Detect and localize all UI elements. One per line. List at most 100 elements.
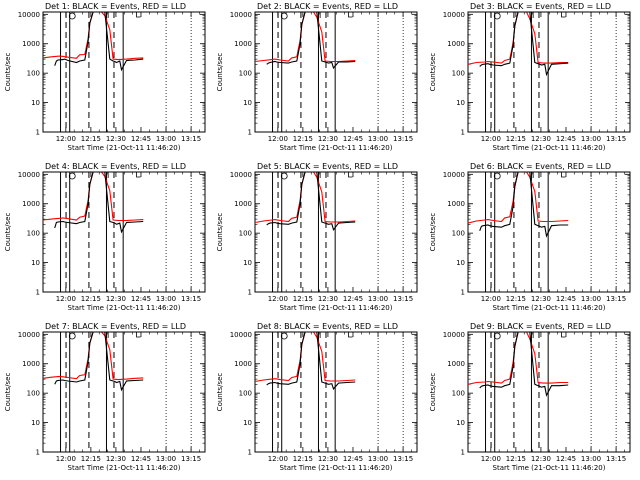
series-line-events xyxy=(479,332,569,397)
x-tick-label: 12:00 xyxy=(481,295,501,303)
y-tick-label: 1000 xyxy=(22,40,40,48)
y-tick-label: 1 xyxy=(461,289,465,297)
x-tick-label: 13:15 xyxy=(606,455,626,463)
y-tick-label: 1 xyxy=(248,289,252,297)
plot-frame xyxy=(254,11,418,133)
y-tick-label: 10 xyxy=(456,259,465,267)
x-tick-label: 12:45 xyxy=(131,295,151,303)
series-line-lld xyxy=(255,332,356,383)
y-tick-label: 100 xyxy=(27,230,40,238)
top-edge-marker xyxy=(107,12,141,18)
x-tick-label: 12:30 xyxy=(531,455,551,463)
y-tick-label: 10 xyxy=(31,259,40,267)
circle-marker-icon xyxy=(68,12,76,20)
x-tick-label: 12:15 xyxy=(81,295,101,303)
chart-panel-4: Det 4: BLACK = Events, RED = LLD 1 10 100 10… xyxy=(4,162,206,312)
top-edge-marker xyxy=(107,332,141,338)
chart-panel-5: Det 5: BLACK = Events, RED = LLD 1 10 100 10… xyxy=(216,162,418,312)
plot-area xyxy=(468,332,617,452)
plot-area xyxy=(255,172,404,292)
plot-frame xyxy=(467,11,631,133)
chart-title: Det 2: BLACK = Events, RED = LLD xyxy=(257,2,398,11)
chart-panel-6: Det 6: BLACK = Events, RED = LLD 1 10 100 10… xyxy=(429,162,631,312)
series-line-events xyxy=(479,172,569,238)
y-tick-label: 1000 xyxy=(447,200,465,208)
series-line-events xyxy=(479,12,569,77)
chart-panel-2: Det 2: BLACK = Events, RED = LLD 1 10 100 10… xyxy=(216,2,418,152)
y-tick-label: 10 xyxy=(456,99,465,107)
x-axis-label: Start Time (21-Oct-11 11:46:20) xyxy=(493,304,606,312)
y-tick-label: 10000 xyxy=(18,11,40,19)
x-tick-label: 12:45 xyxy=(556,455,576,463)
circle-marker-icon xyxy=(280,12,288,20)
circle-marker-icon xyxy=(280,332,288,340)
x-tick-label: 13:15 xyxy=(393,455,413,463)
top-edge-marker xyxy=(107,172,141,178)
y-tick-label: 1 xyxy=(248,129,252,137)
y-tick-label: 10 xyxy=(243,99,252,107)
x-tick-label: 12:30 xyxy=(318,295,338,303)
x-tick-label: 12:00 xyxy=(268,135,288,143)
x-tick-label: 12:30 xyxy=(318,455,338,463)
x-tick-label: 12:15 xyxy=(506,295,526,303)
y-tick-label: 100 xyxy=(239,70,252,78)
x-tick-label: 13:00 xyxy=(368,135,388,143)
x-tick-label: 12:00 xyxy=(268,295,288,303)
series-line-lld xyxy=(255,172,356,224)
chart-title: Det 8: BLACK = Events, RED = LLD xyxy=(257,322,398,331)
x-tick-label: 13:00 xyxy=(156,295,176,303)
y-tick-label: 1000 xyxy=(234,200,252,208)
plot-area xyxy=(255,12,404,132)
y-tick-label: 10000 xyxy=(443,11,465,19)
plot-frame xyxy=(42,11,206,133)
x-tick-label: 12:15 xyxy=(81,455,101,463)
y-tick-label: 10000 xyxy=(230,11,252,19)
x-tick-label: 12:45 xyxy=(343,295,363,303)
y-axis-label: Counts/sec xyxy=(216,53,224,92)
top-edge-marker xyxy=(319,332,353,338)
x-tick-label: 12:45 xyxy=(343,135,363,143)
x-tick-label: 13:00 xyxy=(368,455,388,463)
x-tick-label: 12:00 xyxy=(56,135,76,143)
plot-frame xyxy=(467,331,631,453)
y-tick-label: 1 xyxy=(461,449,465,457)
chart-panel-1: Det 1: BLACK = Events, RED = LLD 1 10 100 10… xyxy=(4,2,206,152)
x-tick-label: 12:15 xyxy=(506,135,526,143)
circle-marker-icon xyxy=(493,12,501,20)
x-tick-label: 13:15 xyxy=(393,135,413,143)
y-axis-label: Counts/sec xyxy=(216,373,224,412)
top-edge-marker xyxy=(532,332,566,338)
chart-title: Det 7: BLACK = Events, RED = LLD xyxy=(45,322,186,331)
x-tick-label: 13:00 xyxy=(368,295,388,303)
y-tick-label: 1000 xyxy=(22,360,40,368)
plot-frame xyxy=(254,331,418,453)
x-tick-label: 13:15 xyxy=(606,295,626,303)
y-tick-label: 10 xyxy=(243,419,252,427)
chart-title: Det 5: BLACK = Events, RED = LLD xyxy=(257,162,398,171)
y-tick-label: 100 xyxy=(27,390,40,398)
y-tick-label: 10 xyxy=(31,419,40,427)
y-tick-label: 100 xyxy=(27,70,40,78)
y-tick-label: 1000 xyxy=(447,40,465,48)
x-tick-label: 12:15 xyxy=(81,135,101,143)
series-line-events xyxy=(266,12,356,70)
plot-frame xyxy=(42,171,206,293)
x-tick-label: 12:30 xyxy=(531,135,551,143)
circle-marker-icon xyxy=(68,172,76,180)
y-tick-label: 10000 xyxy=(443,331,465,339)
y-tick-label: 10 xyxy=(31,99,40,107)
x-axis-label: Start Time (21-Oct-11 11:46:20) xyxy=(68,144,181,152)
series-line-events xyxy=(54,12,144,72)
y-tick-label: 100 xyxy=(452,70,465,78)
x-tick-label: 12:45 xyxy=(131,135,151,143)
y-tick-label: 1000 xyxy=(234,40,252,48)
plot-area xyxy=(43,172,192,292)
x-tick-label: 12:30 xyxy=(106,295,126,303)
top-edge-marker xyxy=(532,12,566,18)
top-edge-marker xyxy=(532,172,566,178)
chart-title: Det 9: BLACK = Events, RED = LLD xyxy=(470,322,611,331)
top-edge-marker xyxy=(319,172,353,178)
circle-marker-icon xyxy=(68,332,76,340)
y-tick-label: 100 xyxy=(239,230,252,238)
